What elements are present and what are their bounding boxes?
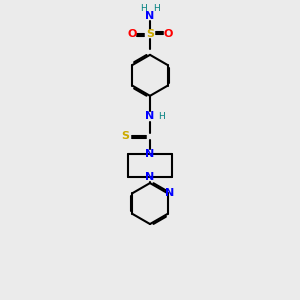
- Text: N: N: [166, 188, 175, 198]
- Text: S: S: [146, 29, 154, 39]
- Text: O: O: [127, 29, 136, 39]
- Text: N: N: [146, 149, 154, 159]
- Text: N: N: [146, 172, 154, 182]
- Text: H: H: [158, 112, 164, 121]
- Text: O: O: [164, 29, 173, 39]
- Text: H: H: [153, 4, 160, 13]
- Text: N: N: [146, 11, 154, 21]
- Text: N: N: [146, 111, 154, 121]
- Text: H: H: [140, 4, 147, 13]
- Text: S: S: [121, 131, 129, 141]
